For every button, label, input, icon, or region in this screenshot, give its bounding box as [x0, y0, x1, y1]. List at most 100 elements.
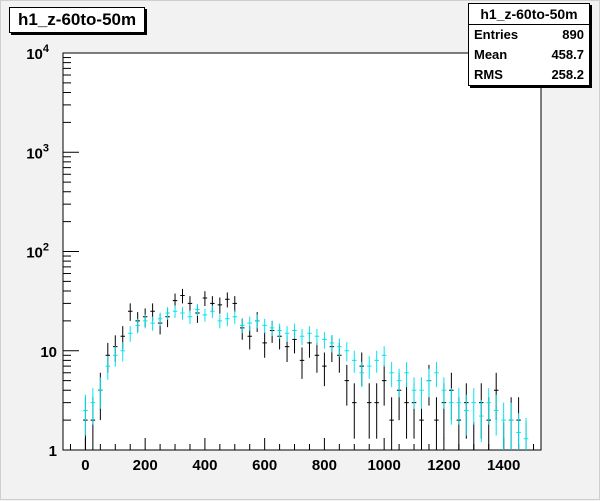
data-point	[202, 308, 208, 322]
data-point	[105, 355, 111, 380]
data-point	[90, 388, 96, 425]
data-point	[411, 377, 417, 409]
data-point	[314, 342, 320, 373]
data-point	[344, 342, 350, 362]
stats-label: Mean	[474, 47, 508, 62]
data-point	[337, 338, 342, 357]
data-point	[396, 368, 402, 398]
data-point	[486, 388, 491, 425]
data-point	[434, 397, 439, 450]
data-point	[299, 328, 305, 346]
data-point	[314, 328, 320, 346]
data-point	[493, 394, 499, 436]
stats-row-rms: RMS 258.2	[469, 65, 589, 85]
stats-value: 890	[562, 27, 584, 42]
stats-box: h1_z-60to-50m Entries 890 Mean 458.7 RMS…	[468, 3, 590, 86]
data-point	[352, 350, 357, 373]
data-point	[232, 296, 238, 313]
y-tick-label: 103	[26, 142, 49, 162]
data-point	[426, 368, 432, 398]
data-point	[344, 364, 350, 406]
data-point	[217, 314, 223, 329]
data-point	[150, 316, 155, 331]
data-point	[187, 296, 193, 313]
y-tick-label: 104	[26, 43, 50, 63]
data-point	[165, 307, 170, 320]
series-layer	[83, 288, 529, 451]
data-point	[240, 318, 245, 334]
data-point	[366, 356, 372, 379]
data-point	[127, 303, 133, 321]
data-point	[329, 335, 335, 353]
data-point	[157, 312, 163, 327]
axes: 0 200 400 600 800 1000 1200 1400 1 10 102 103 104	[26, 43, 535, 474]
x-tick-label: 1400	[487, 457, 520, 474]
data-point	[142, 314, 148, 329]
data-point	[225, 312, 230, 327]
data-point	[389, 397, 394, 450]
data-point	[449, 388, 454, 425]
data-point	[322, 331, 327, 349]
data-point	[479, 399, 484, 443]
data-point	[381, 364, 387, 406]
data-point	[180, 288, 185, 304]
data-point	[516, 413, 521, 450]
data-point	[83, 394, 88, 436]
data-point	[389, 362, 394, 388]
data-point	[366, 383, 372, 439]
data-point	[508, 402, 514, 450]
y-tick-label: 102	[26, 242, 49, 262]
data-point	[98, 377, 103, 409]
data-point	[434, 362, 439, 388]
data-point	[523, 418, 529, 450]
data-point	[471, 388, 477, 425]
x-tick-label: 800	[312, 457, 337, 474]
chart-title: h1_z-60to-50m	[9, 7, 146, 33]
stats-value: 458.7	[551, 47, 584, 62]
data-point	[299, 347, 305, 379]
plot-frame	[62, 52, 542, 451]
data-point	[210, 305, 215, 318]
data-point	[359, 362, 364, 388]
data-point	[404, 383, 409, 439]
data-point	[187, 310, 193, 325]
data-point	[381, 346, 387, 367]
stats-title: h1_z-60to-50m	[469, 4, 589, 25]
data-point	[374, 350, 379, 373]
stats-row-mean: Mean 458.7	[469, 45, 589, 65]
y-tick-label: 1	[49, 443, 57, 460]
data-point	[501, 402, 506, 450]
data-point	[262, 318, 267, 334]
x-tick-label: 400	[192, 457, 217, 474]
x-tick-label: 200	[133, 457, 158, 474]
data-point	[277, 323, 282, 339]
x-tick-label: 1200	[427, 457, 460, 474]
data-point	[127, 326, 133, 342]
x-tick-label: 0	[81, 457, 89, 474]
data-point	[225, 292, 230, 308]
data-point	[232, 310, 238, 325]
data-point	[120, 342, 125, 362]
data-point	[262, 331, 267, 358]
data-point	[404, 362, 409, 388]
data-point	[307, 326, 312, 342]
data-point	[374, 383, 379, 439]
data-point	[441, 377, 447, 409]
data-point	[464, 394, 469, 436]
data-point	[247, 316, 252, 331]
data-point	[195, 303, 200, 316]
data-point	[322, 352, 327, 387]
data-point	[180, 307, 185, 320]
data-point	[254, 314, 260, 329]
data-point	[456, 388, 462, 425]
data-point	[202, 291, 208, 307]
y-tick-label: 10	[40, 344, 57, 361]
series-1	[83, 303, 529, 450]
stats-label: RMS	[474, 67, 503, 82]
data-point	[113, 346, 118, 367]
data-point	[292, 323, 297, 339]
data-point	[419, 377, 424, 409]
data-point	[269, 321, 275, 336]
